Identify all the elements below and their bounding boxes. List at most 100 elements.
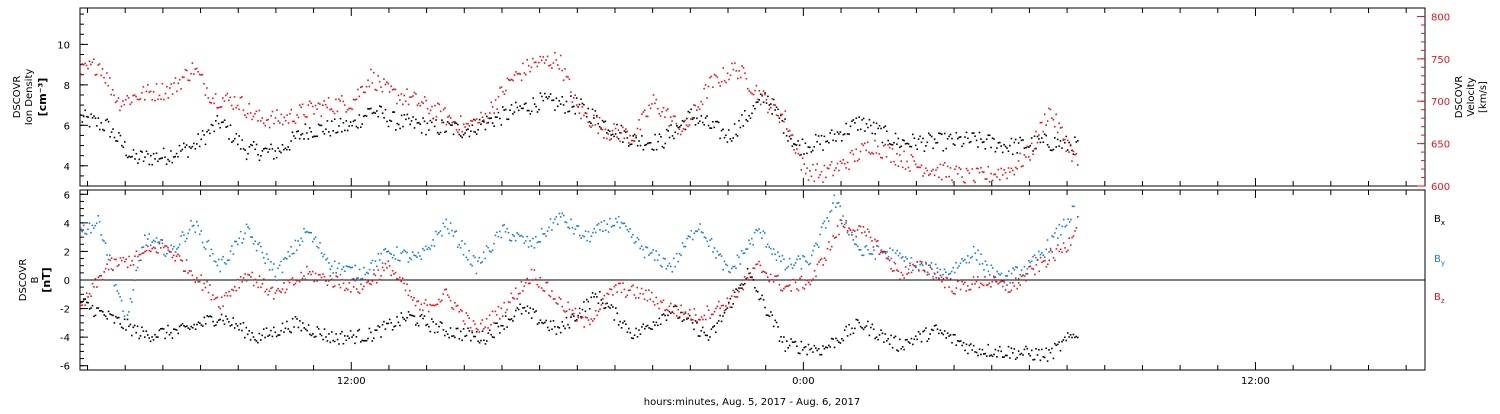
data-point-ion-density [402,125,404,128]
data-point-ion-density [811,149,814,152]
data-point-bz [134,255,136,257]
data-point-by [467,258,469,261]
data-point-velocity [910,154,913,156]
data-point-bx [803,346,805,349]
data-point-ion-density [487,121,490,124]
data-point-bz [668,305,671,308]
data-point-bz [656,302,659,305]
data-point-velocity [314,104,317,107]
data-point-ion-density [271,148,274,150]
data-point-bx [115,315,117,318]
data-point-by [174,251,177,253]
data-point-by [251,236,254,238]
data-point-bx [542,322,545,325]
data-point-velocity [629,134,631,137]
data-point-bx [197,321,200,324]
data-point-ion-density [746,120,749,122]
data-point-ion-density [539,92,542,94]
data-point-bx [971,349,974,351]
data-point-bz [901,274,904,276]
data-point-by [422,247,424,250]
data-point-ion-density [125,154,127,157]
data-point-by [607,231,610,233]
data-point-bz [589,323,591,326]
data-point-bz [907,272,910,274]
data-point-bx [1052,357,1055,360]
data-point-ion-density [636,144,639,147]
data-point-velocity [512,79,514,82]
data-point-bx [315,335,317,338]
data-point-bz [529,282,531,285]
data-point-bz [144,250,146,253]
data-point-bx [135,331,137,334]
data-point-bz [1054,259,1056,262]
data-point-bz [472,320,475,322]
data-point-velocity [149,90,152,93]
data-point-bx [777,326,779,328]
data-point-bx [199,322,201,324]
data-point-bz [193,279,195,281]
data-point-by [173,245,175,248]
data-point-ion-density [816,140,818,143]
data-point-by [573,232,575,235]
data-point-bx [136,325,139,328]
data-point-ion-density [807,146,810,148]
data-point-ion-density [360,126,362,128]
data-point-bz [1017,282,1020,284]
data-point-by [439,230,442,232]
data-point-bz [333,285,336,287]
data-point-ion-density [88,125,91,128]
legend-by-main: B [1434,254,1441,265]
data-point-bz [736,296,739,298]
data-point-bz [871,240,873,242]
data-point-ion-density [422,117,424,119]
data-point-ion-density [138,158,141,161]
data-point-bx [649,327,652,330]
data-point-ion-density [688,111,691,114]
data-point-by [1067,218,1069,220]
data-point-ion-density [91,117,94,119]
data-point-bx [1055,344,1057,347]
data-point-velocity [410,96,413,98]
data-point-ion-density [1000,145,1002,147]
data-point-by [226,259,229,261]
data-point-bz [137,255,139,258]
data-point-bx [672,305,675,308]
data-point-velocity [710,75,713,78]
data-point-bx [131,334,133,337]
data-point-bx [423,315,426,317]
data-point-ion-density [926,141,929,144]
data-point-by [328,262,330,264]
data-point-velocity [161,82,164,85]
data-point-bx [757,290,759,293]
data-point-bx [432,321,434,323]
data-point-bx [557,326,559,328]
data-point-ion-density [339,117,342,120]
data-point-by [677,260,679,263]
data-point-bx [312,333,314,335]
data-point-ion-density [922,137,924,140]
data-point-ion-density [100,122,103,124]
data-point-bx [174,328,177,331]
data-point-bx [677,317,679,319]
data-point-bx [1068,336,1070,338]
data-point-velocity [826,167,829,169]
data-point-velocity [841,162,843,165]
data-point-by [488,250,491,252]
data-point-by [794,262,797,264]
data-point-bx [132,326,135,329]
data-point-by [378,259,381,261]
data-point-ion-density [604,120,607,123]
data-point-bz [165,245,168,247]
data-point-ion-density [598,125,601,128]
data-point-bz [1077,216,1079,218]
data-point-velocity [1014,166,1017,169]
data-point-by [200,230,202,232]
data-point-by [733,265,736,268]
data-point-ion-density [1036,135,1039,138]
data-point-ion-density [260,155,262,157]
data-point-by [85,233,88,235]
data-point-by [800,268,803,270]
data-point-bx [981,348,984,351]
data-point-velocity [916,166,918,169]
